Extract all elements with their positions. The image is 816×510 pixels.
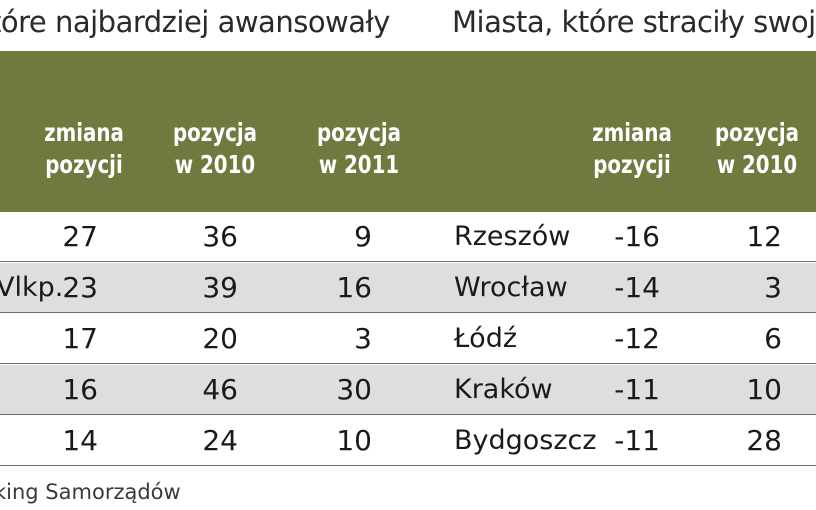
table-row: Vlkp. 23 39 16 Wrocław -14 3 <box>0 263 816 313</box>
header-line: pozycji <box>593 150 671 179</box>
right-city: Wrocław <box>454 272 568 303</box>
left-change: 27 <box>62 220 98 253</box>
table-row: 17 20 3 Łódź -12 6 <box>0 314 816 364</box>
table-header-band <box>0 51 816 212</box>
left-pos2011: 9 <box>354 220 372 253</box>
right-pos2010: 12 <box>746 220 782 253</box>
header-line: w 2010 <box>716 150 798 179</box>
source-footer: king Samorządów <box>0 480 181 504</box>
header-line: w 2011 <box>318 150 400 179</box>
header-line: pozycja <box>172 118 258 147</box>
header-line: w 2010 <box>174 150 256 179</box>
right-pos2010: 10 <box>746 373 782 406</box>
right-city: Rzeszów <box>454 221 571 252</box>
header-line: zmiana <box>592 118 672 147</box>
left-pos2011: 3 <box>354 322 372 355</box>
right-table-title: Miasta, które straciły swoją <box>452 5 816 39</box>
left-pos2010: 20 <box>202 322 238 355</box>
left-pos2010: 46 <box>202 373 238 406</box>
right-change: -16 <box>614 220 660 253</box>
left-change: 23 <box>62 271 98 304</box>
header-line: zmiana <box>44 118 124 147</box>
left-pos2010: 36 <box>202 220 238 253</box>
right-city: Bydgoszcz <box>454 425 597 456</box>
right-city: Łódź <box>454 323 518 354</box>
left-change: 17 <box>62 322 98 355</box>
left-pos2011: 16 <box>336 271 372 304</box>
left-table-title: tóre najbardziej awansowały <box>0 5 390 39</box>
right-change: -11 <box>614 373 660 406</box>
header-change-left: zmiana pozycji <box>40 117 128 181</box>
left-change: 16 <box>62 373 98 406</box>
left-pos2010: 24 <box>202 424 238 457</box>
header-line: pozycja <box>316 118 402 147</box>
header-pos2010-right: pozycja w 2010 <box>709 117 806 181</box>
right-pos2010: 3 <box>764 271 782 304</box>
header-pos2010-left: pozycja w 2010 <box>167 117 264 181</box>
table-row: 27 36 9 Rzeszów -16 12 <box>0 212 816 262</box>
right-change: -11 <box>614 424 660 457</box>
header-line: pozycji <box>45 150 123 179</box>
header-pos2011-left: pozycja w 2011 <box>311 117 408 181</box>
right-pos2010: 28 <box>746 424 782 457</box>
table-row: 16 46 30 Kraków -11 10 <box>0 365 816 415</box>
left-change: 14 <box>62 424 98 457</box>
table-row: 14 24 10 Bydgoszcz -11 28 <box>0 416 816 466</box>
right-pos2010: 6 <box>764 322 782 355</box>
left-pos2011: 10 <box>336 424 372 457</box>
header-change-right: zmiana pozycji <box>586 117 678 181</box>
header-line: pozycja <box>714 118 800 147</box>
left-pos2011: 30 <box>336 373 372 406</box>
right-city: Kraków <box>454 374 553 405</box>
left-pos2010: 39 <box>202 271 238 304</box>
right-change: -14 <box>614 271 660 304</box>
left-city: Vlkp. <box>0 272 64 303</box>
right-change: -12 <box>614 322 660 355</box>
